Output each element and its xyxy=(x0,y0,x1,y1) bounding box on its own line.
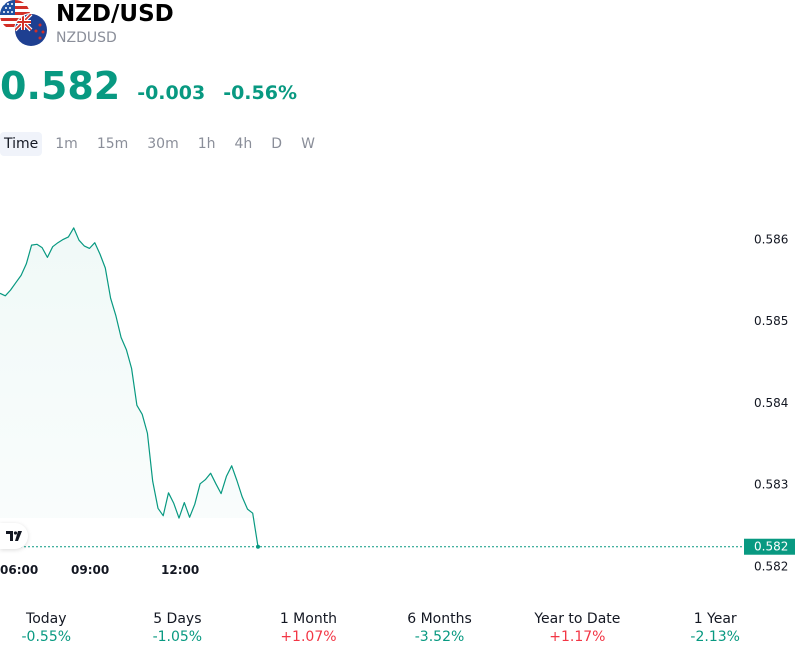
perf-value: +1.07% xyxy=(280,629,337,645)
price-line xyxy=(0,227,259,547)
y-tick-label: 0.586 xyxy=(754,232,788,246)
last-price-label: 0.582 xyxy=(744,538,795,555)
performance-strip: Today -0.55% 5 Days -1.05% 1 Month +1.07… xyxy=(0,611,800,647)
tab-w[interactable]: W xyxy=(301,136,315,152)
y-axis: 0.586 0.585 0.584 0.583 0.582 xyxy=(754,232,788,573)
perf-value: +1.17% xyxy=(549,629,606,645)
currency-pair-logo xyxy=(0,0,50,50)
price-chart[interactable]: 0.586 0.585 0.584 0.583 0.582 06:00 09:00 12:0… xyxy=(0,160,800,580)
svg-text:0.582: 0.582 xyxy=(754,540,788,554)
tradingview-logo-icon[interactable] xyxy=(0,523,28,549)
tab-4h[interactable]: 4h xyxy=(234,136,253,152)
perf-label: Today xyxy=(26,611,67,627)
tab-d[interactable]: D xyxy=(271,136,283,152)
perf-label: 1 Month xyxy=(279,611,338,627)
tab-time[interactable]: Time xyxy=(0,132,43,156)
tab-30m[interactable]: 30m xyxy=(147,136,179,152)
perf-label: Year to Date xyxy=(534,611,621,627)
x-tick-label: 06:00 xyxy=(0,563,38,577)
perf-value: -3.52% xyxy=(414,629,465,645)
perf-6-months[interactable]: 6 Months -3.52% xyxy=(355,611,525,647)
perf-label: 6 Months xyxy=(407,611,472,627)
quote-row: 0.582 -0.003 -0.56% xyxy=(0,64,297,108)
perf-1-month[interactable]: 1 Month +1.07% xyxy=(262,611,355,647)
x-tick-label: 09:00 xyxy=(71,563,109,577)
perf-label: 1 Year xyxy=(693,611,737,627)
perf-1-year[interactable]: 1 Year -2.13% xyxy=(630,611,800,647)
last-price-dot xyxy=(256,544,260,549)
y-tick-label: 0.584 xyxy=(754,396,788,410)
tab-15m[interactable]: 15m xyxy=(96,136,129,152)
nz-flag-icon xyxy=(14,13,48,47)
tab-1m[interactable]: 1m xyxy=(55,136,78,152)
perf-label: 5 Days xyxy=(153,611,202,627)
price-change: -0.003 xyxy=(137,82,206,104)
perf-5-days[interactable]: 5 Days -1.05% xyxy=(93,611,263,647)
price-change-percent: -0.56% xyxy=(223,82,297,104)
perf-value: -0.55% xyxy=(21,629,72,645)
x-tick-label: 12:00 xyxy=(161,563,199,577)
y-tick-label: 0.583 xyxy=(754,478,788,492)
y-tick-label: 0.585 xyxy=(754,314,788,328)
x-axis: 06:00 09:00 12:00 xyxy=(0,563,199,577)
perf-value: -1.05% xyxy=(152,629,203,645)
last-price: 0.582 xyxy=(0,64,121,108)
price-area-fill xyxy=(0,227,258,547)
pair-title: NZD/USD xyxy=(56,1,174,27)
perf-value: -2.13% xyxy=(690,629,740,645)
timeframe-tabs: Time 1m 15m 30m 1h 4h D W xyxy=(0,132,328,156)
pair-ticker: NZDUSD xyxy=(56,30,117,46)
y-tick-label: 0.582 xyxy=(754,560,788,574)
perf-year-to-date[interactable]: Year to Date +1.17% xyxy=(524,611,630,647)
perf-today[interactable]: Today -0.55% xyxy=(0,611,93,647)
tab-1h[interactable]: 1h xyxy=(197,136,216,152)
